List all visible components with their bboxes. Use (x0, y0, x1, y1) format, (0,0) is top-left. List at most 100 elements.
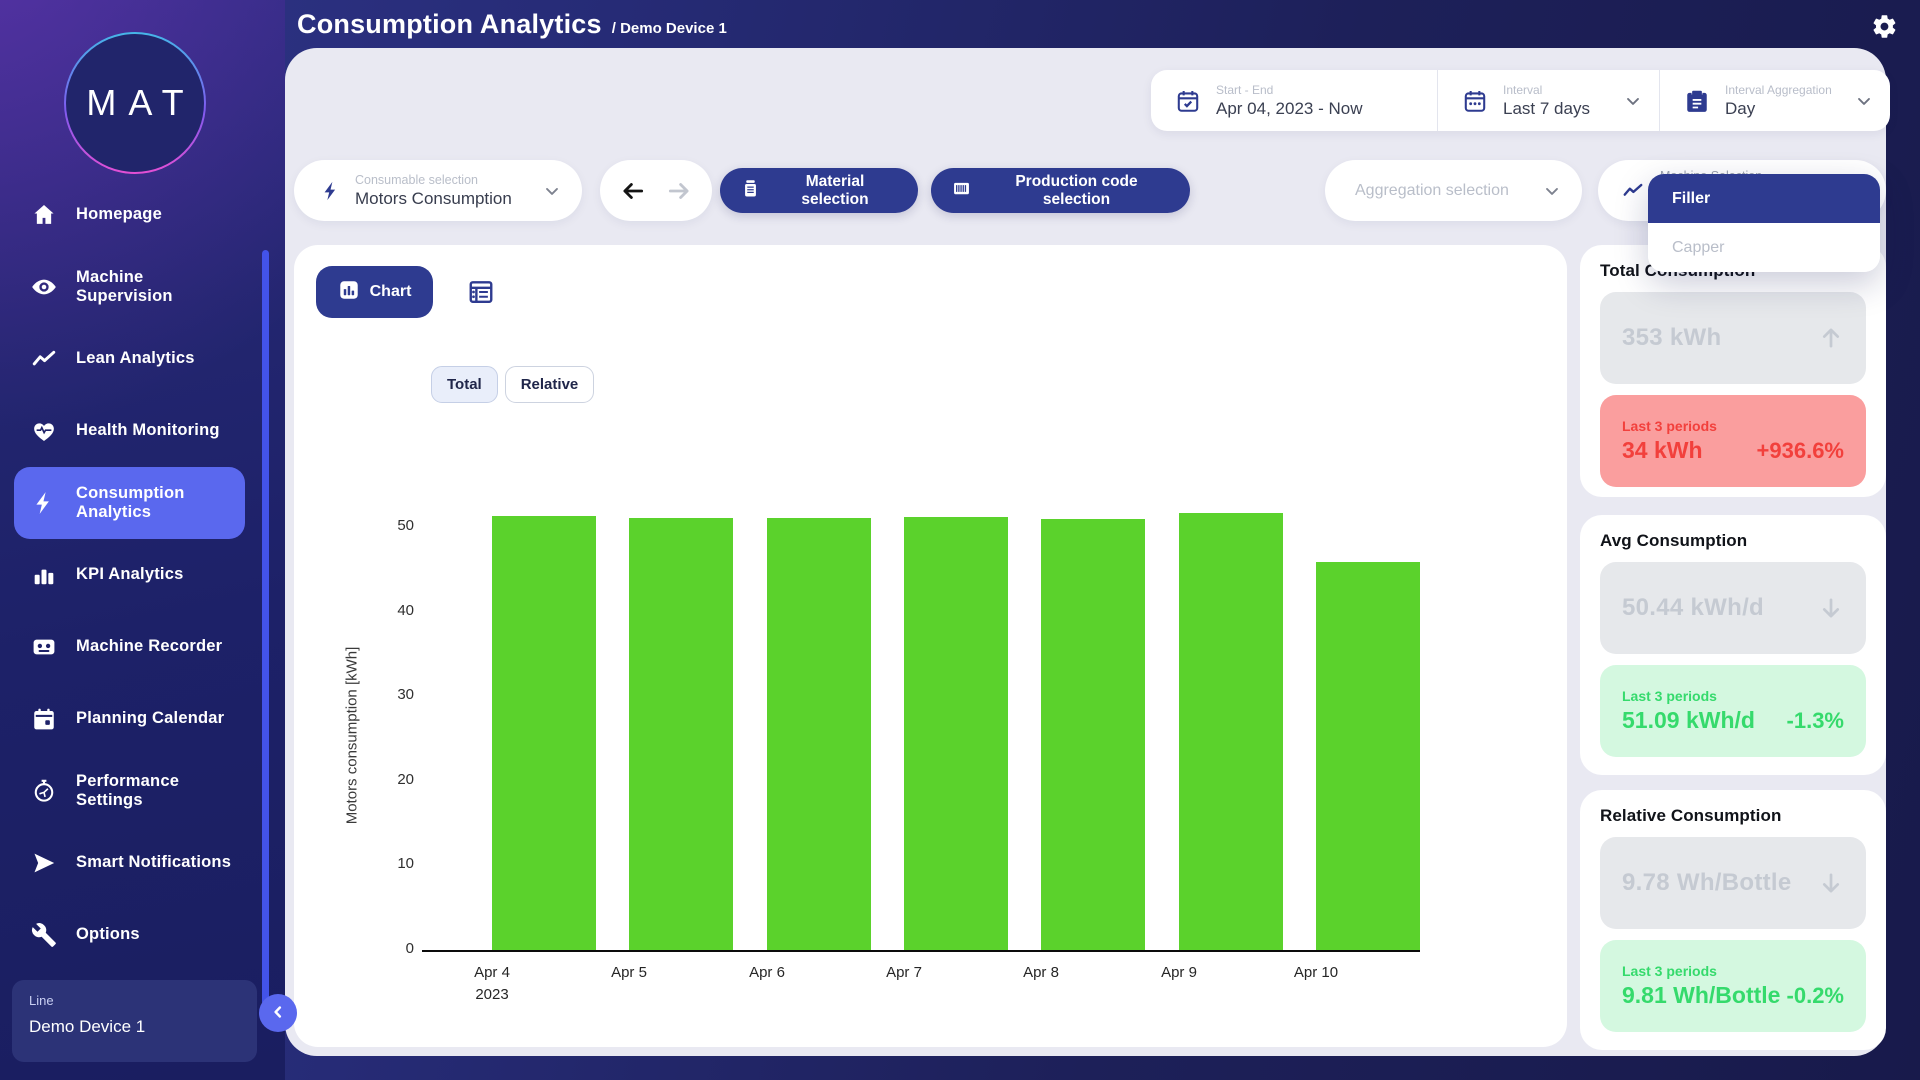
consumable-value: Motors Consumption (355, 188, 512, 208)
stat-value: 353 kWh (1622, 324, 1722, 351)
aggregation-placeholder: Aggregation selection (1355, 181, 1509, 199)
stat-period-value: 9.81 Wh/Bottle (1622, 982, 1781, 1008)
stat-period-box: Last 3 periods 51.09 kWh/d -1.3% (1600, 665, 1866, 757)
production-code-selection-button[interactable]: Production code selection (931, 168, 1190, 213)
sidebar-item-planning-calendar[interactable]: Planning Calendar (14, 683, 245, 755)
sidebar-item-kpi-analytics[interactable]: KPI Analytics (14, 539, 245, 611)
sidebar-item-consumption-analytics[interactable]: Consumption Analytics (14, 467, 245, 539)
bar-apr-8[interactable] (1041, 519, 1145, 950)
sidebar-item-health-monitoring[interactable]: Health Monitoring (14, 395, 245, 467)
line-chart-icon (1622, 180, 1644, 202)
bar-apr-6[interactable] (767, 518, 871, 950)
stat-value-box: 50.44 kWh/d (1600, 562, 1866, 654)
main-panel: Start - End Apr 04, 2023 - Now Interval … (285, 48, 1890, 1056)
interval-control[interactable]: Interval Last 7 days (1437, 70, 1659, 131)
sidebar-item-lean-analytics[interactable]: Lean Analytics (14, 323, 245, 395)
send-icon (31, 850, 57, 876)
sidebar-item-label: Options (76, 925, 140, 944)
x-axis-label: Apr 9 (1161, 964, 1197, 981)
chevron-down-icon (1854, 91, 1874, 111)
chart-tab-button[interactable]: Chart (316, 266, 433, 318)
stat-value-box: 353 kWh (1600, 292, 1866, 384)
production-code-selection-label: Production code selection (1015, 172, 1138, 208)
chevron-down-icon (1542, 181, 1562, 201)
sidebar-item-smart-notifications[interactable]: Smart Notifications (14, 827, 245, 899)
stat-card-title: Relative Consumption (1600, 806, 1782, 825)
sidebar-collapse-button[interactable] (259, 994, 297, 1032)
sidebar-item-label: KPI Analytics (76, 565, 184, 584)
home-icon (31, 202, 57, 228)
table-icon (466, 281, 496, 310)
toggle-total[interactable]: Total (431, 366, 498, 403)
toggle-relative[interactable]: Relative (504, 366, 595, 403)
machine-selection-menu: Filler Capper (1648, 174, 1880, 272)
barcode-icon (951, 178, 972, 204)
sidebar-item-label: Homepage (76, 205, 162, 224)
page-title: Consumption Analytics (297, 9, 602, 39)
sidebar-scrollbar[interactable] (262, 250, 269, 1005)
sidebar-item-performance-settings[interactable]: Performance Settings (14, 755, 245, 827)
stat-card-title: Avg Consumption (1600, 531, 1748, 550)
stat-period-label: Last 3 periods (1622, 963, 1717, 979)
y-axis-title: Motors consumption [kWh] (343, 646, 361, 825)
interval-value: Last 7 days (1503, 98, 1590, 118)
x-axis-label: Apr 7 (886, 964, 922, 981)
interval-label: Interval (1503, 82, 1543, 97)
history-nav (600, 160, 712, 221)
breadcrumb: / Demo Device 1 (611, 20, 727, 37)
x-axis-line (422, 950, 1420, 952)
bars-icon (31, 562, 57, 588)
material-selection-button[interactable]: Material selection (720, 168, 918, 213)
interval-text: Interval Last 7 days (1503, 83, 1590, 119)
y-axis-tick: 20 (397, 770, 414, 788)
arrow-down-icon (1818, 595, 1844, 621)
sidebar-item-label: Health Monitoring (76, 421, 220, 440)
stat-period-value: 51.09 kWh/d (1622, 707, 1755, 733)
device-card-value: Demo Device 1 (29, 1017, 146, 1036)
date-range-value: Apr 04, 2023 - Now (1216, 98, 1363, 118)
sidebar-item-options[interactable]: Options (14, 899, 245, 971)
device-card-label: Line (29, 993, 54, 1008)
chart-tab-label: Chart (369, 283, 412, 300)
y-axis-tick: 40 (397, 601, 414, 619)
bolt-icon (320, 180, 342, 202)
sidebar-nav: Homepage Machine Supervision Lean Analytic… (0, 179, 285, 971)
bar-apr-4[interactable] (492, 516, 596, 950)
x-axis-label: Apr 10 (1293, 964, 1339, 981)
bar-apr-9[interactable] (1179, 513, 1283, 950)
bar-chart-icon (338, 279, 360, 306)
interval-aggregation-label: Interval Aggregation (1725, 82, 1832, 97)
stat-period-box: Last 3 periods 9.81 Wh/Bottle -0.2% (1600, 940, 1866, 1032)
interval-aggregation-control[interactable]: Interval Aggregation Day (1659, 70, 1890, 131)
device-card[interactable]: Line Demo Device 1 (12, 980, 257, 1062)
bar-apr-5[interactable] (629, 518, 733, 950)
bar-apr-7[interactable] (904, 517, 1008, 950)
sidebar-item-homepage[interactable]: Homepage (14, 179, 245, 251)
sidebar-item-machine-recorder[interactable]: Machine Recorder (14, 611, 245, 683)
bolt-icon (31, 490, 57, 516)
sidebar-item-label: Machine Recorder (76, 637, 223, 656)
forward-arrow-button[interactable] (666, 178, 692, 204)
interval-aggregation-text: Interval Aggregation Day (1725, 83, 1832, 119)
menu-option-capper[interactable]: Capper (1648, 223, 1880, 272)
stat-period-box: Last 3 periods 34 kWh +936.6% (1600, 395, 1866, 487)
consumable-selection-dropdown[interactable]: Consumable selection Motors Consumption (294, 160, 582, 221)
x-axis-label: Apr 4 2023 (474, 964, 510, 1003)
arrow-down-icon (1818, 870, 1844, 896)
bar-apr-10[interactable] (1316, 562, 1420, 950)
table-view-button[interactable] (466, 277, 496, 307)
chart-card: Chart Total Relative Motors consumption [… (294, 245, 1567, 1047)
date-range-text: Start - End Apr 04, 2023 - Now (1216, 83, 1362, 119)
trend-icon (31, 346, 57, 372)
chevron-down-icon (1623, 91, 1643, 111)
sidebar-item-machine-supervision[interactable]: Machine Supervision (14, 251, 245, 323)
settings-gear-icon[interactable] (1871, 13, 1898, 40)
stat-value: 50.44 kWh/d (1622, 594, 1765, 621)
sidebar: MAT Homepage Machine Supervision Lean Anal… (0, 0, 285, 1080)
date-range-control[interactable]: Start - End Apr 04, 2023 - Now (1151, 70, 1437, 131)
aggregation-selection-dropdown[interactable]: Aggregation selection (1325, 160, 1582, 221)
menu-option-filler[interactable]: Filler (1648, 174, 1880, 223)
x-axis-label: Apr 6 (749, 964, 785, 981)
back-arrow-button[interactable] (620, 178, 646, 204)
consumable-text: Consumable selection Motors Consumption (355, 173, 512, 209)
